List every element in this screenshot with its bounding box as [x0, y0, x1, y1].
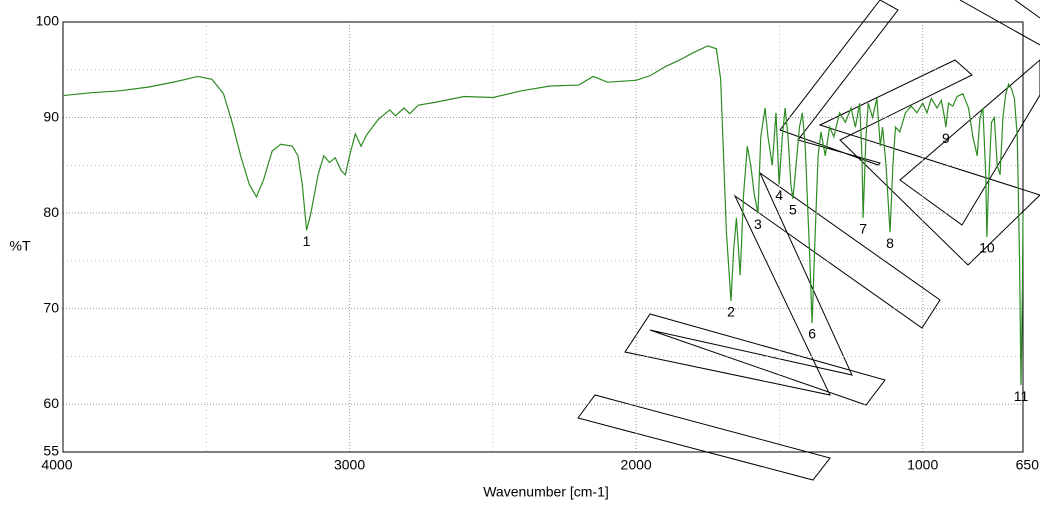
x-tick-label: 650: [1016, 457, 1040, 473]
y-tick-label: 60: [43, 395, 59, 411]
y-tick-label: 100: [36, 13, 60, 29]
y-tick-label: 90: [43, 108, 59, 124]
peak-label: 5: [789, 201, 797, 217]
spectrum-line: [62, 45, 1024, 386]
peak-label: 9: [942, 130, 950, 146]
peak-label: 1: [303, 233, 311, 249]
peak-label: 7: [859, 221, 867, 237]
y-tick-label: 80: [43, 204, 59, 220]
peak-label: 8: [886, 235, 894, 251]
peak-label: 11: [1014, 388, 1029, 404]
peak-label: 6: [808, 326, 816, 342]
peak-label: 2: [727, 304, 735, 320]
x-tick-label: 4000: [41, 457, 72, 473]
x-tick-label: 2000: [621, 457, 652, 473]
y-axis-label: %T: [10, 238, 31, 254]
x-tick-label: 3000: [334, 457, 365, 473]
peak-label: 10: [979, 240, 995, 256]
y-tick-label: 55: [43, 443, 59, 459]
x-axis-label: Wavenumber [cm-1]: [483, 484, 609, 500]
peak-label: 3: [754, 216, 762, 232]
x-tick-label: 1000: [907, 457, 938, 473]
peak-label: 4: [775, 187, 783, 203]
y-tick-label: 70: [43, 299, 59, 315]
